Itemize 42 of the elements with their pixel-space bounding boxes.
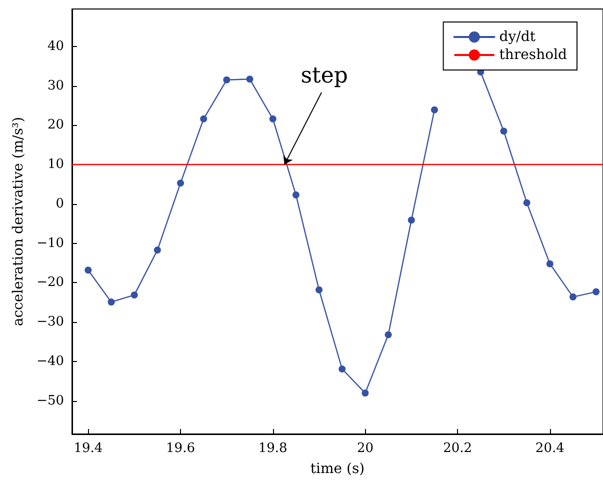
y-tick-label: 0: [56, 196, 64, 212]
x-tick-label: 20.2: [443, 441, 472, 456]
legend-label: dy/dt: [499, 29, 536, 45]
point: [246, 76, 254, 83]
point: [108, 298, 115, 306]
point: [200, 115, 208, 122]
point: [316, 286, 323, 294]
point: [546, 260, 554, 268]
point: [130, 291, 138, 298]
point: [269, 115, 276, 122]
y-tick-label: −10: [36, 236, 64, 251]
point: [592, 288, 600, 296]
y-axis-title: acceleration derivative (m/s³): [10, 116, 27, 326]
y-tick-label: 30: [47, 78, 64, 94]
x-tick-label: 20: [356, 441, 374, 456]
y-tick-label: −20: [36, 275, 64, 290]
x-tick-label: 19.4: [74, 441, 103, 456]
y-tick-label: −30: [36, 314, 64, 330]
point: [408, 216, 415, 224]
x-axis-title: time (s): [310, 461, 365, 477]
point: [430, 106, 438, 114]
point: [384, 331, 392, 338]
x-tick-label: 20.4: [535, 441, 564, 456]
annotation: step: [300, 64, 348, 88]
point: [569, 293, 576, 300]
x-tick-label: 19.6: [166, 441, 195, 456]
y-tick-label: 10: [47, 157, 64, 172]
point: [177, 180, 184, 187]
y-tick-label: −50: [36, 393, 64, 408]
point: [338, 366, 346, 373]
y-tick-label: 40: [47, 38, 64, 54]
legend-label: threshold: [499, 47, 568, 63]
point: [292, 191, 300, 198]
y-tick-label: −40: [36, 354, 64, 370]
point: [223, 76, 230, 84]
point: [362, 390, 369, 397]
y-tick-label: 20: [47, 118, 64, 133]
point: [523, 199, 530, 206]
x-tick-label: 19.8: [258, 441, 288, 456]
point: [84, 266, 92, 274]
point: [500, 128, 508, 135]
point: [154, 246, 161, 254]
